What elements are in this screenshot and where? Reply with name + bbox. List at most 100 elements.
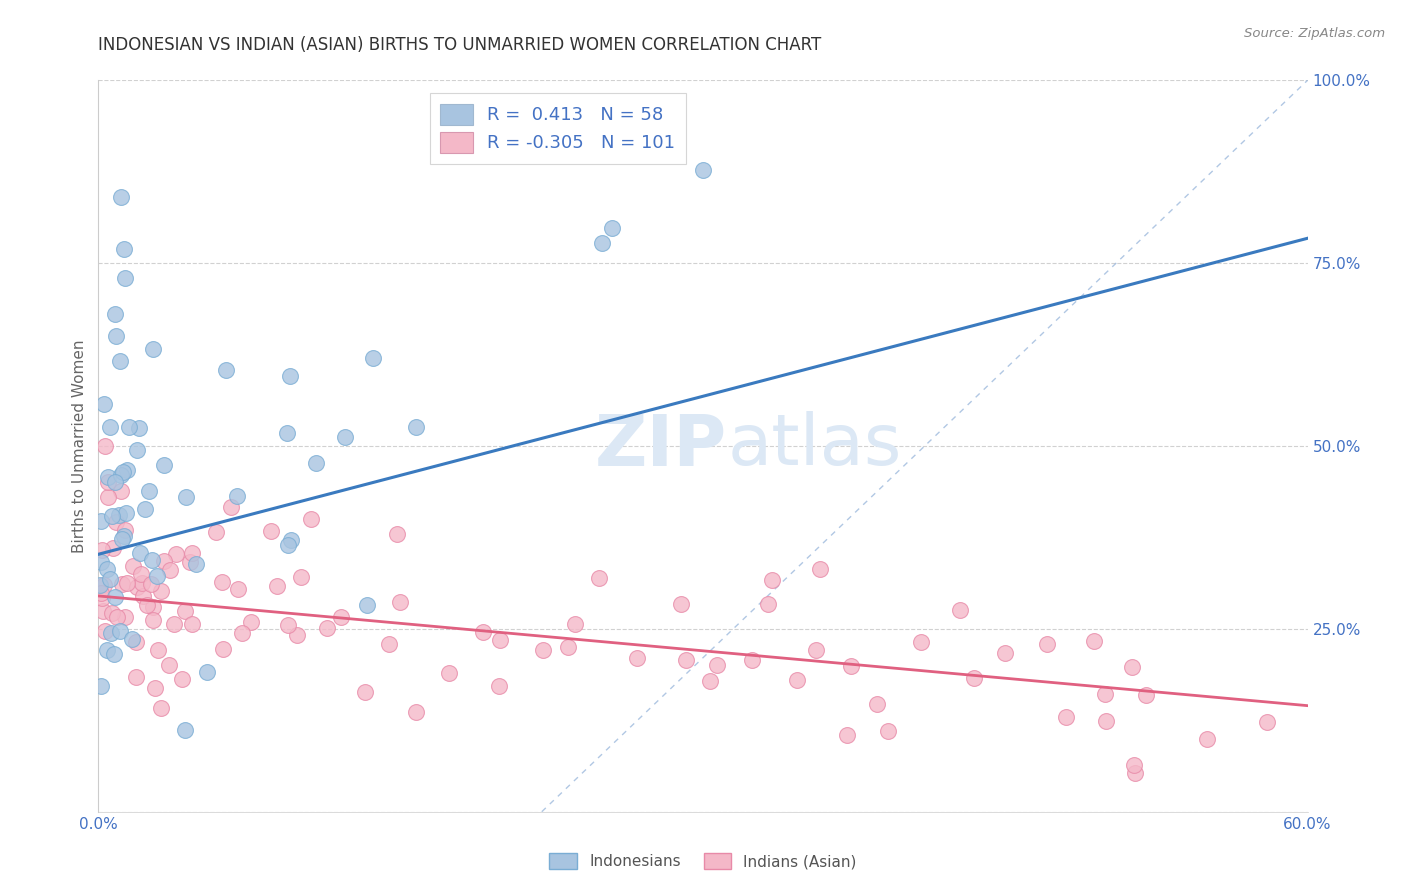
Point [104, 329, 127, 343]
Point [111, 576, 134, 591]
Point [1195, 731, 1218, 746]
Point [135, 598, 157, 612]
Point [356, 598, 378, 612]
Point [110, 190, 132, 204]
Point [96, 643, 118, 657]
Point [91, 542, 114, 557]
Point [98, 420, 121, 434]
Point [104, 590, 127, 604]
Point [179, 555, 201, 569]
Point [111, 532, 134, 546]
Point [405, 706, 427, 720]
Point [163, 616, 186, 631]
Point [786, 673, 808, 687]
Point [127, 580, 149, 594]
Point [808, 562, 831, 576]
Point [138, 484, 160, 499]
Point [706, 657, 728, 672]
Point [531, 643, 554, 657]
Point [215, 363, 238, 377]
Point [93, 578, 115, 592]
Point [112, 529, 135, 543]
Point [557, 640, 579, 654]
Point [626, 651, 648, 665]
Point [103, 648, 125, 662]
Point [142, 600, 165, 615]
Point [110, 624, 132, 638]
Point [91, 604, 114, 618]
Point [94, 624, 117, 639]
Point [1123, 765, 1146, 780]
Point [122, 558, 145, 573]
Point [963, 671, 986, 685]
Point [180, 617, 202, 632]
Text: atlas: atlas [727, 411, 901, 481]
Y-axis label: Births to Unmarried Women: Births to Unmarried Women [72, 339, 87, 553]
Point [219, 500, 242, 514]
Point [671, 597, 693, 611]
Point [699, 673, 721, 688]
Point [564, 616, 586, 631]
Text: INDONESIAN VS INDIAN (ASIAN) BIRTHS TO UNMARRIED WOMEN CORRELATION CHART: INDONESIAN VS INDIAN (ASIAN) BIRTHS TO U… [98, 36, 821, 54]
Point [94, 439, 117, 453]
Point [276, 425, 298, 440]
Point [90, 586, 112, 600]
Point [1095, 714, 1118, 729]
Point [180, 545, 202, 559]
Point [141, 553, 163, 567]
Point [142, 614, 165, 628]
Point [110, 468, 132, 483]
Point [266, 578, 288, 592]
Point [405, 419, 427, 434]
Point [756, 597, 779, 611]
Point [159, 563, 181, 577]
Point [97, 475, 120, 489]
Point [1094, 687, 1116, 701]
Point [131, 576, 153, 591]
Point [1054, 709, 1077, 723]
Point [108, 508, 131, 522]
Point [278, 368, 301, 383]
Point [290, 570, 312, 584]
Point [305, 456, 328, 470]
Point [1256, 714, 1278, 729]
Point [910, 635, 932, 649]
Point [212, 642, 235, 657]
Point [153, 554, 176, 568]
Point [104, 307, 127, 321]
Point [741, 653, 763, 667]
Point [335, 430, 357, 444]
Point [877, 724, 900, 739]
Point [124, 635, 146, 649]
Point [277, 538, 299, 552]
Point [299, 512, 322, 526]
Point [146, 569, 169, 583]
Point [97, 469, 120, 483]
Point [839, 658, 862, 673]
Point [1135, 688, 1157, 702]
Point [90, 514, 112, 528]
Point [837, 728, 859, 742]
Point [128, 546, 150, 560]
Point [277, 617, 299, 632]
Legend: R =  0.413   N = 58, R = -0.305   N = 101: R = 0.413 N = 58, R = -0.305 N = 101 [430, 93, 686, 163]
Point [96, 562, 118, 576]
Point [143, 681, 166, 695]
Point [174, 723, 197, 738]
Point [675, 653, 697, 667]
Point [184, 557, 207, 571]
Point [111, 466, 134, 480]
Text: ZIP: ZIP [595, 411, 727, 481]
Point [114, 609, 136, 624]
Point [330, 610, 353, 624]
Point [91, 591, 114, 605]
Point [150, 583, 173, 598]
Point [761, 574, 783, 588]
Point [101, 607, 124, 621]
Point [866, 697, 889, 711]
Point [149, 701, 172, 715]
Point [98, 572, 121, 586]
Point [89, 578, 111, 592]
Point [115, 507, 138, 521]
Point [131, 566, 153, 581]
